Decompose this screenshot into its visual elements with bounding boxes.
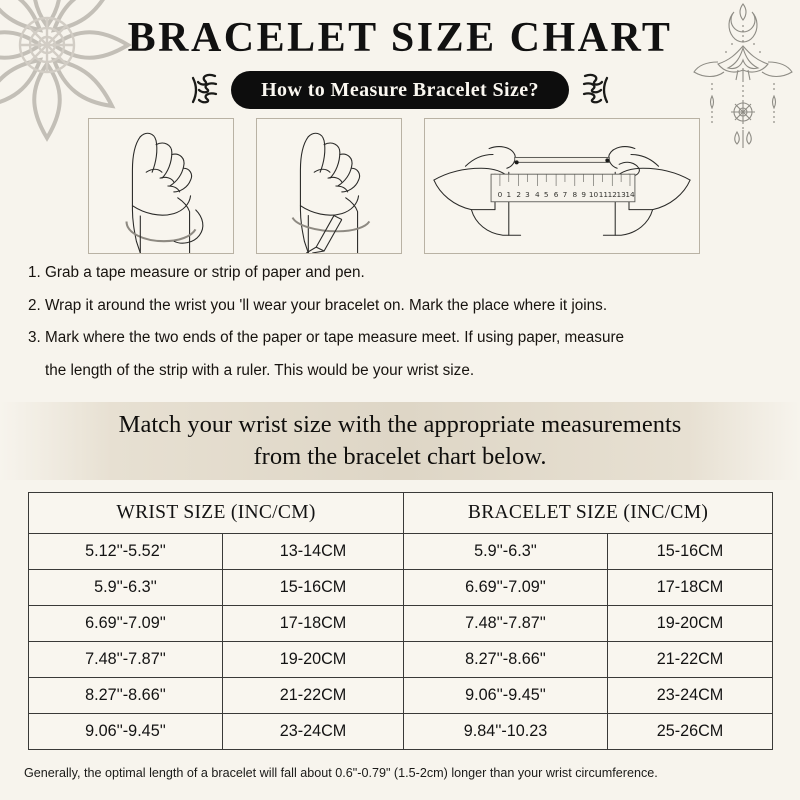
- svg-text:14: 14: [625, 190, 635, 199]
- cell-wrist-inch: 8.27''-8.66'': [28, 677, 223, 714]
- how-to-measure-badge: How to Measure Bracelet Size?: [231, 71, 569, 109]
- bracelet-size-table: WRIST SIZE (INC/CM) BRACELET SIZE (INC/C…: [27, 492, 774, 750]
- svg-text:6: 6: [554, 190, 559, 199]
- cell-wrist-cm: 13-14CM: [221, 533, 405, 570]
- cell-bracelet-cm: 15-16CM: [607, 533, 774, 570]
- svg-text:3: 3: [525, 190, 530, 199]
- instruction-step: 2. Wrap it around the wrist you 'll wear…: [28, 296, 608, 314]
- svg-text:4: 4: [535, 190, 540, 199]
- badge-row: How to Measure Bracelet Size?: [0, 68, 800, 112]
- cell-wrist-cm: 21-22CM: [221, 677, 405, 714]
- cell-wrist-inch: 7.48''-7.87'': [28, 641, 223, 678]
- cell-wrist-cm: 17-18CM: [221, 605, 405, 642]
- svg-text:12: 12: [608, 190, 617, 199]
- svg-text:13: 13: [616, 190, 626, 199]
- svg-text:2: 2: [516, 190, 521, 199]
- table-row: 5.12''-5.52'' 13-14CM 5.9''-6.3'' 15-16C…: [28, 533, 774, 570]
- cell-wrist-inch: 6.69''-7.09'': [28, 605, 223, 642]
- cell-wrist-inch: 5.9''-6.3'': [28, 569, 223, 606]
- cell-bracelet-inch: 7.48''-7.87'': [403, 605, 609, 642]
- hand-fist-with-tape-loop-illustration: [88, 118, 234, 254]
- instruction-step-continued: the length of the strip with a ruler. Th…: [28, 360, 780, 382]
- cell-bracelet-inch: 8.27''-8.66'': [403, 641, 609, 678]
- svg-text:11: 11: [599, 190, 608, 199]
- page-title: BRACELET SIZE CHART: [127, 15, 673, 61]
- svg-text:8: 8: [572, 190, 577, 199]
- cell-bracelet-inch: 5.9''-6.3'': [403, 533, 609, 570]
- banner-line-2: from the bracelet chart below.: [253, 443, 547, 470]
- banner-line-1: Match your wrist size with the appropria…: [118, 411, 682, 439]
- cell-wrist-cm: 19-20CM: [221, 641, 405, 678]
- size-table-wrapper: WRIST SIZE (INC/CM) BRACELET SIZE (INC/C…: [27, 492, 774, 750]
- svg-text:9: 9: [581, 190, 586, 199]
- cell-wrist-cm: 23-24CM: [221, 713, 405, 750]
- match-size-banner: Match your wrist size with the appropria…: [0, 402, 800, 480]
- footer-note: Generally, the optimal length of a brace…: [24, 766, 658, 780]
- svg-text:7: 7: [563, 190, 568, 199]
- cell-wrist-inch: 5.12''-5.52'': [28, 533, 223, 570]
- table-row: 5.9''-6.3'' 15-16CM 6.69''-7.09'' 17-18C…: [28, 569, 774, 606]
- cell-bracelet-cm: 21-22CM: [607, 641, 774, 678]
- svg-text:10: 10: [589, 190, 599, 199]
- table-row: 9.06''-9.45'' 23-24CM 9.84''-10.23 25-26…: [28, 713, 774, 750]
- cell-bracelet-cm: 17-18CM: [607, 569, 774, 606]
- cell-bracelet-cm: 19-20CM: [607, 605, 774, 642]
- table-row: 6.69''-7.09'' 17-18CM 7.48''-7.87'' 19-2…: [28, 605, 774, 642]
- cell-bracelet-inch: 9.84''-10.23: [403, 713, 609, 750]
- instruction-step: 1. Grab a tape measure or strip of paper…: [28, 264, 365, 281]
- table-row: 7.48''-7.87'' 19-20CM 8.27''-8.66'' 21-2…: [28, 641, 774, 678]
- table-row: 8.27''-8.66'' 21-22CM 9.06''-9.45'' 23-2…: [28, 677, 774, 714]
- cell-wrist-inch: 9.06''-9.45'': [28, 713, 223, 750]
- hand-fist-with-pen-marking-illustration: [256, 118, 402, 254]
- svg-text:1: 1: [506, 190, 511, 199]
- instruction-step-continued-text: the length of the strip with a ruler. Th…: [45, 362, 475, 380]
- table-header-row: WRIST SIZE (INC/CM) BRACELET SIZE (INC/C…: [27, 492, 774, 534]
- cell-bracelet-inch: 6.69''-7.09'': [403, 569, 609, 606]
- column-header-bracelet-size: BRACELET SIZE (INC/CM): [403, 492, 774, 534]
- swirl-flourish-icon: [191, 73, 218, 104]
- column-header-wrist-size: WRIST SIZE (INC/CM): [27, 492, 405, 534]
- cell-bracelet-cm: 23-24CM: [607, 677, 774, 714]
- cell-wrist-cm: 15-16CM: [221, 569, 405, 606]
- cell-bracelet-inch: 9.06''-9.45'': [403, 677, 609, 714]
- table-body: 5.12''-5.52'' 13-14CM 5.9''-6.3'' 15-16C…: [28, 533, 774, 750]
- instruction-steps: 1. Grab a tape measure or strip of paper…: [28, 262, 780, 393]
- swirl-flourish-icon: [582, 73, 609, 104]
- svg-text:0: 0: [498, 190, 503, 199]
- cell-bracelet-cm: 25-26CM: [607, 713, 774, 750]
- instruction-step: 3. Mark where the two ends of the paper …: [28, 329, 625, 347]
- svg-text:5: 5: [544, 190, 549, 199]
